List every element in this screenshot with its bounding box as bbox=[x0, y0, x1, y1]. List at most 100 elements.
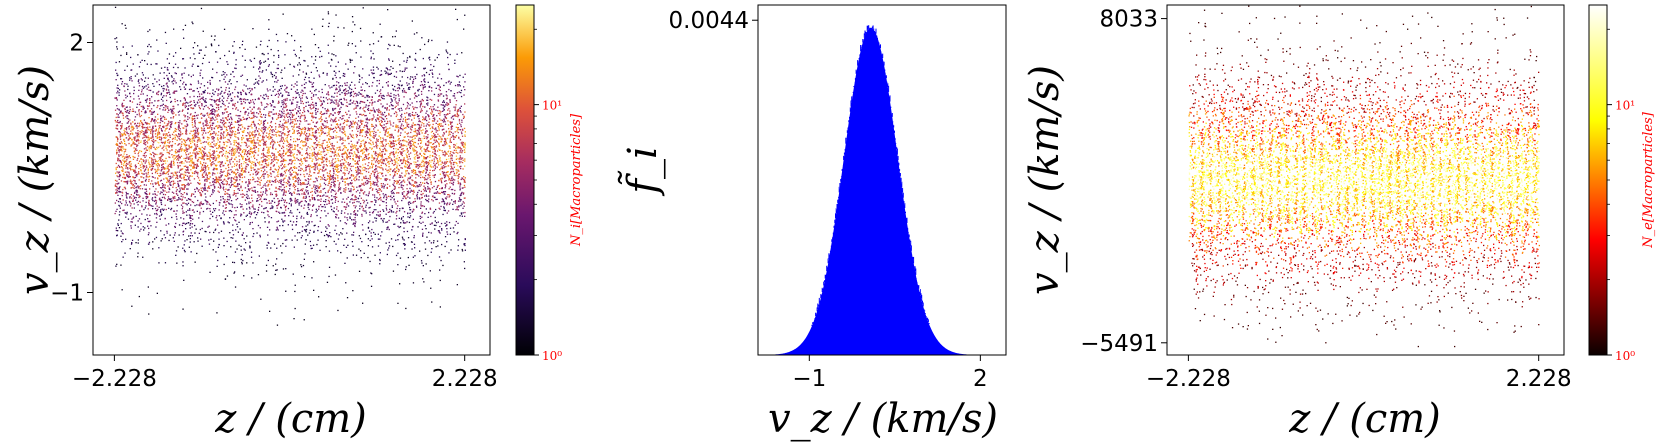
scatter-point bbox=[310, 127, 312, 129]
scatter-point bbox=[333, 148, 335, 150]
scatter-point bbox=[156, 93, 158, 95]
scatter-point bbox=[187, 112, 189, 114]
scatter-point bbox=[248, 116, 250, 119]
scatter-point bbox=[319, 249, 321, 251]
scatter-point bbox=[307, 123, 309, 125]
scatter-point bbox=[280, 131, 282, 133]
scatter-point bbox=[330, 178, 332, 181]
scatter-point bbox=[258, 68, 260, 70]
scatter-point bbox=[376, 179, 379, 181]
scatter-point bbox=[404, 136, 406, 138]
scatter-point bbox=[341, 128, 343, 130]
scatter-point bbox=[240, 145, 242, 147]
scatter-point bbox=[154, 153, 156, 155]
scatter-point bbox=[306, 120, 308, 122]
scatter-point bbox=[194, 204, 196, 207]
scatter-point bbox=[353, 188, 355, 190]
scatter-point bbox=[302, 183, 304, 185]
scatter-point bbox=[390, 238, 393, 240]
scatter-point bbox=[254, 181, 256, 183]
scatter-point bbox=[463, 184, 466, 187]
scatter-point bbox=[345, 99, 348, 101]
scatter-point bbox=[129, 137, 132, 139]
scatter-point bbox=[322, 195, 324, 197]
scatter-point bbox=[272, 90, 274, 92]
scatter-point bbox=[244, 66, 246, 68]
scatter-point bbox=[433, 93, 436, 96]
scatter-point bbox=[218, 176, 220, 178]
scatter-point bbox=[230, 237, 232, 239]
scatter-point bbox=[382, 126, 384, 129]
scatter-point bbox=[191, 158, 193, 160]
scatter-point bbox=[210, 184, 212, 187]
scatter-point bbox=[164, 162, 167, 164]
scatter-point bbox=[429, 98, 431, 101]
scatter-point bbox=[313, 151, 316, 153]
scatter-point bbox=[456, 111, 458, 113]
scatter-point bbox=[194, 137, 196, 139]
scatter-point bbox=[398, 95, 400, 97]
scatter-point bbox=[243, 149, 245, 151]
scatter-point bbox=[365, 233, 367, 235]
scatter-point bbox=[367, 137, 369, 139]
scatter-point bbox=[174, 157, 176, 159]
scatter-point bbox=[298, 125, 300, 128]
scatter-point bbox=[197, 127, 199, 129]
scatter-point bbox=[180, 47, 182, 49]
scatter-point bbox=[217, 134, 219, 136]
scatter-point bbox=[376, 178, 378, 180]
scatter-point bbox=[439, 95, 441, 97]
scatter-point bbox=[218, 144, 221, 146]
scatter-point bbox=[245, 171, 247, 173]
scatter-point bbox=[404, 222, 406, 224]
scatter-point bbox=[231, 130, 234, 132]
scatter-point bbox=[204, 124, 206, 126]
scatter-point bbox=[355, 111, 357, 113]
scatter-point bbox=[215, 178, 217, 181]
scatter-point bbox=[407, 135, 409, 138]
scatter-point bbox=[272, 265, 274, 267]
scatter-point bbox=[232, 103, 234, 105]
scatter-point bbox=[306, 173, 308, 175]
scatter-point bbox=[268, 152, 270, 154]
scatter-point bbox=[365, 155, 367, 157]
scatter-point bbox=[400, 182, 402, 184]
scatter-point bbox=[352, 158, 354, 160]
scatter-point bbox=[130, 187, 132, 189]
scatter-point bbox=[185, 144, 187, 146]
scatter-point bbox=[333, 40, 335, 42]
scatter-point bbox=[320, 96, 322, 98]
scatter-point bbox=[439, 225, 441, 228]
scatter-point bbox=[201, 164, 204, 166]
scatter-point bbox=[375, 209, 377, 211]
scatter-point bbox=[121, 150, 123, 152]
scatter-point bbox=[203, 155, 205, 157]
scatter-point bbox=[177, 66, 179, 69]
scatter-point bbox=[359, 27, 362, 30]
scatter-point bbox=[151, 158, 153, 160]
scatter-point bbox=[369, 174, 371, 177]
scatter-point bbox=[191, 134, 194, 137]
scatter-point bbox=[422, 116, 424, 118]
scatter-point bbox=[463, 86, 465, 88]
scatter-point bbox=[158, 133, 160, 135]
scatter-point bbox=[285, 87, 287, 90]
scatter-point bbox=[307, 182, 310, 185]
scatter-point bbox=[266, 152, 268, 154]
scatter-point bbox=[365, 177, 367, 179]
scatter-point bbox=[424, 179, 426, 181]
scatter-point bbox=[185, 171, 187, 174]
scatter-point bbox=[397, 225, 399, 227]
scatter-point bbox=[220, 230, 223, 232]
scatter-point bbox=[166, 92, 168, 95]
scatter-point bbox=[123, 132, 125, 134]
scatter-point bbox=[170, 101, 172, 103]
scatter-point bbox=[413, 172, 415, 174]
scatter-point bbox=[351, 81, 353, 83]
scatter-point bbox=[399, 64, 401, 66]
scatter-point bbox=[314, 131, 317, 133]
scatter-point bbox=[404, 162, 407, 164]
scatter-point bbox=[405, 118, 407, 121]
scatter-point bbox=[192, 209, 194, 211]
scatter-point bbox=[160, 202, 162, 204]
